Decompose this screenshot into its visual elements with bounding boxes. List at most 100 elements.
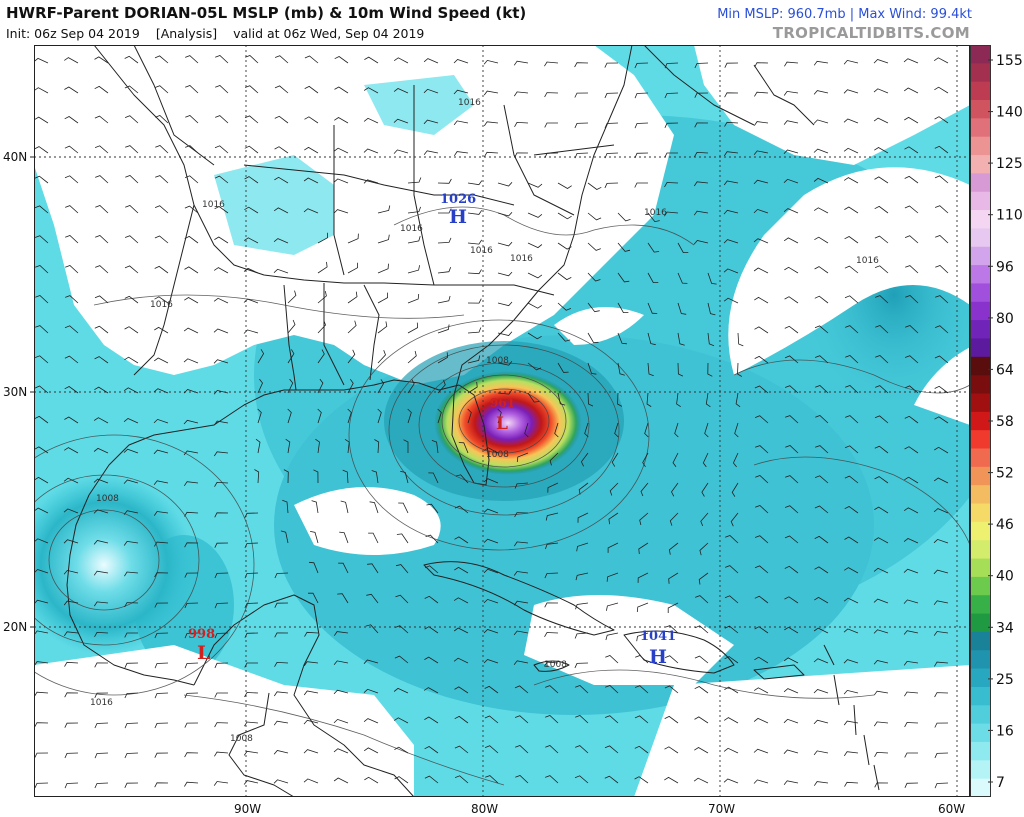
isobar-label: 1008 — [486, 450, 509, 460]
wind-barb — [606, 572, 619, 582]
wind-barb — [783, 120, 799, 125]
wind-barb — [669, 512, 679, 526]
wind-barb — [904, 446, 919, 454]
wind-barb — [934, 355, 949, 364]
wind-barb — [483, 59, 499, 65]
wind-barb — [527, 212, 543, 218]
colorbar-swatch — [970, 100, 991, 119]
wind-barb — [737, 362, 743, 377]
wind-barb — [497, 182, 513, 187]
wind-barb — [693, 777, 709, 784]
wind-barb — [243, 267, 259, 274]
wind-barb — [843, 659, 859, 664]
wind-barb — [347, 378, 354, 394]
wind-barb — [544, 661, 559, 667]
wind-barb — [933, 631, 949, 636]
wind-barb — [784, 266, 799, 274]
wind-barb — [215, 85, 229, 94]
wind-barb — [424, 775, 439, 784]
wind-barb — [677, 272, 688, 284]
wind-barb — [183, 419, 199, 425]
wind-barb — [467, 239, 483, 245]
wind-barb — [904, 415, 919, 424]
wind-barb — [576, 542, 589, 552]
wind-barb — [398, 502, 409, 514]
wind-barb — [94, 722, 109, 729]
colorbar-swatch — [970, 466, 991, 486]
colorbar-label: 7 — [996, 775, 1005, 791]
wind-barb — [934, 446, 949, 454]
wind-barb — [544, 572, 559, 579]
wind-barb — [694, 151, 709, 157]
pressure-symbol: L — [197, 642, 210, 664]
wind-barb — [184, 205, 199, 214]
wind-barb — [454, 536, 469, 544]
wind-barb — [333, 748, 349, 754]
wind-barb — [513, 541, 529, 547]
wind-barb — [934, 116, 949, 124]
wind-barb — [754, 535, 769, 544]
colorbar-swatch — [970, 778, 991, 797]
wind-barb — [905, 295, 919, 304]
wind-barb — [933, 569, 949, 575]
wind-barb — [124, 752, 139, 759]
wind-barb — [95, 205, 109, 214]
colorbar-swatch — [970, 411, 991, 431]
wind-barb — [557, 272, 572, 281]
wind-barb — [814, 535, 829, 544]
wind-barb — [723, 209, 739, 215]
wind-barb — [63, 539, 79, 544]
wind-barb — [213, 451, 229, 457]
wind-barb — [317, 320, 326, 334]
wind-barb — [484, 685, 499, 694]
longitude-axis: 90W 80W 70W 60W — [234, 802, 965, 816]
wind-barb — [617, 362, 625, 376]
wind-barb — [124, 662, 139, 668]
wind-barb — [424, 595, 439, 604]
wind-barb — [933, 600, 949, 605]
wind-barb — [514, 685, 529, 694]
isobar-label: 1016 — [400, 224, 423, 234]
wind-barb — [407, 206, 421, 214]
wind-barb — [693, 210, 709, 216]
wind-barb — [393, 57, 409, 64]
wind-barb — [723, 747, 739, 754]
wind-barb — [34, 661, 49, 667]
colorbar-label: 64 — [996, 362, 1014, 378]
wind-barb — [813, 750, 829, 756]
colorbar-swatch — [970, 338, 991, 358]
low-pressure-center-yucatan: 998 L — [188, 627, 215, 664]
wind-barb — [813, 658, 829, 664]
analysis-tag: [Analysis] — [155, 26, 218, 41]
wind-barb — [393, 88, 409, 94]
wind-barb — [154, 235, 169, 244]
wind-barb — [514, 512, 529, 518]
wind-barb — [604, 152, 619, 159]
wind-barb — [544, 152, 559, 158]
wind-barb — [344, 438, 350, 454]
wind-barb — [783, 208, 799, 214]
wind-barb — [815, 445, 829, 454]
wind-barb — [303, 177, 319, 184]
wind-barb — [274, 602, 289, 608]
wind-barb — [243, 237, 259, 244]
wind-barb — [34, 782, 49, 789]
wind-barb — [575, 745, 589, 754]
wind-barb — [285, 438, 291, 454]
colorbar-swatch — [970, 81, 991, 101]
wind-barb — [308, 561, 319, 574]
wind-barb — [257, 408, 262, 424]
wind-barb — [667, 602, 679, 613]
wind-barb — [453, 657, 469, 664]
isobar-label: 1016 — [150, 300, 173, 310]
wind-barb — [454, 745, 469, 754]
wind-barb — [407, 322, 419, 334]
wind-barb — [153, 480, 169, 486]
wind-barb — [497, 212, 513, 217]
wind-barb — [672, 452, 679, 468]
wind-barb — [587, 392, 594, 407]
wind-barb — [545, 685, 559, 694]
wind-barb — [934, 692, 949, 698]
wind-barb — [814, 295, 829, 304]
colorbar-swatch — [970, 540, 991, 560]
